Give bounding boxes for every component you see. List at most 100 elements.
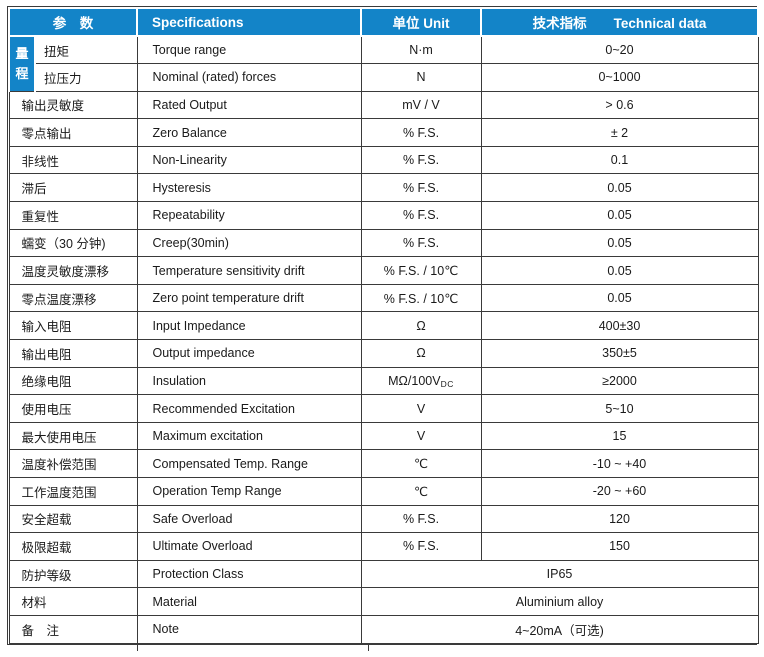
data-cell: 0.05: [480, 173, 759, 203]
param-cell: 输出灵敏度: [8, 90, 138, 120]
table-row: 温度灵敏度漂移 Temperature sensitivity drift% F.…: [8, 256, 759, 285]
table-row: 零点温度漂移 Zero point temperature drift% F.S.…: [8, 283, 759, 313]
param-cell: 安全超载: [8, 504, 138, 534]
param-cell: 滞后: [8, 173, 138, 203]
param-cell: 使用电压: [8, 394, 138, 423]
table-row: 输入电阻 Input Impedance Ω 400±30: [8, 311, 759, 341]
table-row: 安全超载 Safe Overload% F.S. 120: [8, 504, 759, 534]
param-cell: 防护等级: [8, 559, 138, 589]
data-cell: 0.1: [480, 145, 759, 175]
unit-cell: % F.S.: [360, 201, 482, 230]
param-cell: 绝缘电阻: [8, 366, 138, 396]
data-cell: 350±5: [480, 339, 759, 368]
param-cell: 材料: [8, 587, 138, 616]
range-group-cell: 量程: [8, 34, 36, 92]
param-cell: 极限超载: [8, 532, 138, 561]
spec-cell: Insulation: [136, 366, 362, 396]
table-row: 滞后 Hysteresis% F.S. 0.05: [8, 173, 759, 203]
spec-cell: Maximum excitation: [136, 421, 362, 451]
spec-table-body: 量程 扭矩 Torque range N·m 0~20 拉压力 Nominal (rated…: [8, 34, 759, 644]
spec-cell: Material: [136, 587, 362, 616]
data-cell: 15: [480, 421, 759, 451]
param-cell: 蠕变（30 分钟): [8, 228, 138, 258]
spec-cell: Zero point temperature drift: [136, 283, 362, 313]
table-row: 拉压力 Nominal (rated) forces N 0~1000: [9, 63, 759, 92]
spec-cell: Compensated Temp. Range: [136, 449, 362, 478]
table-row: 绝缘电阻 Insulation MΩ/100VDC ≥2000: [8, 366, 759, 396]
unit-cell: N: [360, 63, 482, 92]
data-cell: ≥2000: [480, 366, 759, 396]
table-row: 极限超载 Ultimate Overload% F.S. 150: [8, 532, 759, 561]
data-cell: IP65: [360, 559, 759, 589]
spec-cell: Recommended Excitation: [136, 394, 362, 423]
spec-cell: Hysteresis: [136, 173, 362, 203]
unit-cell: Ω: [360, 339, 482, 368]
unit-cell: V: [360, 394, 482, 423]
unit-subscript: DC: [440, 378, 454, 389]
data-cell: 0.05: [480, 201, 759, 230]
header-technical-data: 技术指标 Technical data: [480, 7, 759, 37]
spec-cell: Nominal (rated) forces: [136, 63, 362, 92]
table-row: 使用电压 Recommended Excitation V 5~10: [8, 394, 759, 423]
data-cell: > 0.6: [480, 90, 759, 120]
unit-cell: % F.S.: [360, 532, 482, 561]
table-row: 输出电阻 Output impedance Ω 350±5: [8, 339, 759, 368]
spec-table-container: 参 数 Specifications 单位 Unit 技术指标 Technica…: [7, 6, 759, 645]
spec-table-header: 参 数 Specifications 单位 Unit 技术指标 Technica…: [8, 7, 759, 37]
param-cell: 温度灵敏度漂移: [8, 256, 138, 285]
spec-cell: Repeatability: [136, 201, 362, 230]
data-cell: 4~20mA（可选): [360, 614, 759, 644]
header-unit: 单位 Unit: [360, 7, 482, 37]
table-row: 防护等级 Protection Class IP65: [8, 559, 759, 589]
param-cell: 最大使用电压: [8, 421, 138, 451]
unit-cell: V: [360, 421, 482, 451]
data-cell: 5~10: [480, 394, 759, 423]
table-row: 非线性 Non-Linearity% F.S. 0.1: [8, 145, 759, 175]
unit-cell: % F.S.: [360, 118, 482, 147]
table-edge-artifact: [137, 644, 138, 651]
table-row: 工作温度范围 Operation Temp Range ℃ -20 ~ +60: [8, 477, 759, 506]
table-row: 量程 扭矩 Torque range N·m 0~20: [8, 34, 759, 92]
param-cell: 工作温度范围: [8, 477, 138, 506]
table-row: 备 注 Note 4~20mA（可选): [8, 614, 759, 644]
data-cell: 0.05: [480, 228, 759, 258]
spec-cell: Safe Overload: [136, 504, 362, 534]
param-cell: 输出电阻: [8, 339, 138, 368]
param-cell: 非线性: [8, 145, 138, 175]
param-cell: 扭矩: [34, 35, 138, 65]
data-cell: ± 2: [480, 118, 759, 147]
table-row: 重复性 Repeatability% F.S. 0.05: [8, 201, 759, 230]
unit-cell: mV / V: [360, 90, 482, 120]
data-cell: 0.05: [480, 256, 759, 285]
table-row: 材料 Material Aluminium alloy: [8, 587, 759, 616]
param-cell: 零点输出: [8, 118, 138, 147]
unit-cell: % F.S.: [360, 504, 482, 534]
param-cell: 零点温度漂移: [8, 283, 138, 313]
param-cell: 温度补偿范围: [8, 449, 138, 478]
data-cell: 400±30: [480, 311, 759, 341]
header-row: 参 数 Specifications 单位 Unit 技术指标 Technica…: [8, 7, 759, 37]
data-cell: 120: [480, 504, 759, 534]
unit-cell: % F.S. / 10℃: [360, 283, 482, 313]
unit-cell: % F.S.: [360, 173, 482, 203]
spec-cell: Input Impedance: [136, 311, 362, 341]
table-row: 蠕变（30 分钟) Creep(30min)% F.S. 0.05: [8, 228, 759, 258]
spec-cell: Operation Temp Range: [136, 477, 362, 506]
unit-cell: N·m: [360, 35, 482, 65]
spec-cell: Torque range: [136, 35, 362, 65]
unit-cell: % F.S.: [360, 228, 482, 258]
unit-cell: ℃: [360, 449, 482, 478]
spec-cell: Rated Output: [136, 90, 362, 120]
unit-cell: MΩ/100VDC: [360, 366, 482, 396]
data-cell: 150: [480, 532, 759, 561]
header-specifications: Specifications: [136, 7, 362, 37]
spec-cell: Protection Class: [136, 559, 362, 589]
spec-cell: Zero Balance: [136, 118, 362, 147]
table-row: 温度补偿范围 Compensated Temp. Range ℃ -10 ~ +40: [8, 449, 759, 478]
spec-cell: Creep(30min): [136, 228, 362, 258]
data-cell: Aluminium alloy: [360, 587, 759, 616]
spec-cell: Ultimate Overload: [136, 532, 362, 561]
data-cell: -20 ~ +60: [480, 477, 759, 506]
unit-cell: % F.S. / 10℃: [360, 256, 482, 285]
